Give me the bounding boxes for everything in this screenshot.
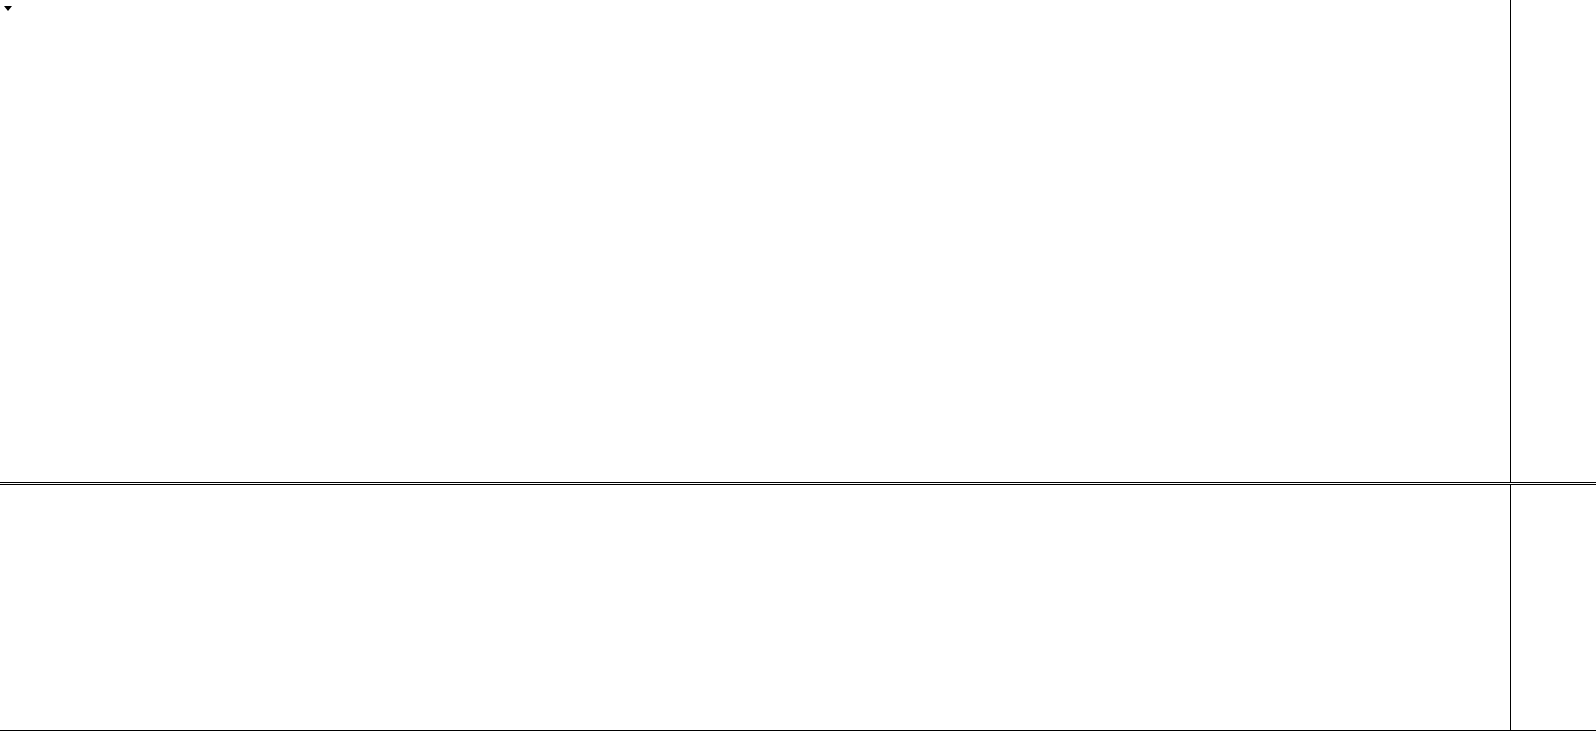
indicator-plot-canvas (0, 485, 1511, 730)
indicator-plot-area[interactable] (0, 485, 1511, 730)
panel-divider-bottom (0, 484, 1596, 485)
panel-divider-top (0, 482, 1596, 483)
time-axis[interactable] (0, 730, 1596, 752)
price-plot-canvas (0, 0, 1511, 482)
triangle-down-icon[interactable] (4, 5, 12, 11)
price-axis[interactable] (1511, 0, 1596, 482)
indicator-axis[interactable] (1511, 485, 1596, 730)
indicator-panel[interactable] (0, 485, 1596, 730)
price-chart-panel[interactable] (0, 0, 1596, 482)
price-plot-area[interactable] (0, 0, 1511, 482)
chart-header (4, 2, 16, 14)
